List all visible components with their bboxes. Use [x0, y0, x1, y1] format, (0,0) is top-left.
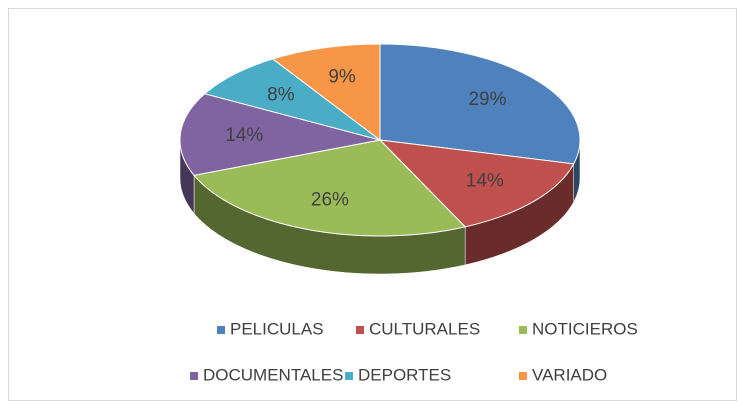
data-label: 29% [468, 89, 506, 110]
slice [379, 43, 581, 165]
legend-label: CULTURALES [369, 319, 480, 338]
legend-swatch [217, 326, 225, 334]
data-label: 8% [267, 84, 295, 105]
data-label: 14% [466, 171, 504, 192]
slice [179, 93, 381, 176]
data-label: 14% [225, 125, 263, 146]
data-label: 9% [328, 66, 356, 87]
legend-swatch [345, 372, 353, 380]
legend-swatch [519, 326, 527, 334]
data-label: 26% [311, 190, 349, 211]
legend-label: DOCUMENTALES [203, 365, 343, 384]
legend-label: PELICULAS [230, 319, 324, 338]
legend-label: VARIADO [532, 365, 607, 384]
legend-label: DEPORTES [358, 365, 451, 384]
legend-swatch [356, 326, 364, 334]
slice [378, 139, 575, 228]
legend-swatch [190, 372, 198, 380]
legend-label: NOTICIEROS [532, 319, 638, 338]
slice [203, 58, 381, 141]
slice [271, 43, 381, 142]
legend-swatch [519, 372, 527, 380]
slice [193, 139, 467, 237]
